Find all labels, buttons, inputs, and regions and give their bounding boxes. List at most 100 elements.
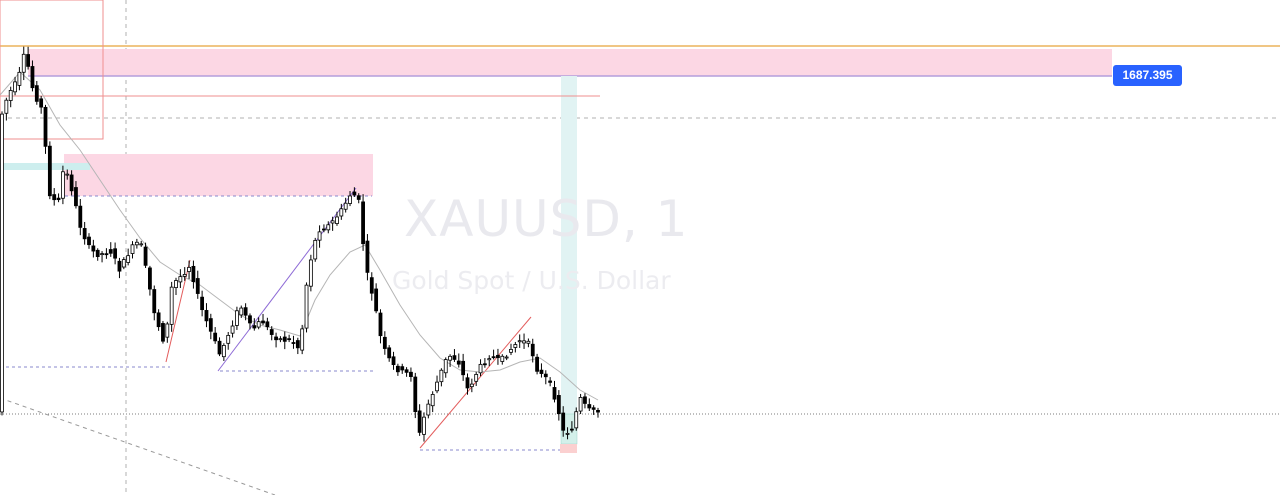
candle-body[interactable]: [269, 329, 274, 335]
candle-body[interactable]: [52, 194, 57, 201]
candle-body[interactable]: [474, 374, 479, 382]
candle-body[interactable]: [430, 394, 435, 407]
candle-body[interactable]: [491, 356, 496, 359]
candle-body[interactable]: [369, 277, 374, 294]
candle-body[interactable]: [308, 259, 313, 287]
candle-body[interactable]: [426, 403, 431, 416]
candle-body[interactable]: [569, 428, 574, 431]
candle-body[interactable]: [361, 201, 365, 245]
candle-body[interactable]: [178, 276, 183, 283]
candle-body[interactable]: [317, 231, 322, 241]
candle-body[interactable]: [352, 191, 357, 196]
candle-body[interactable]: [535, 356, 539, 372]
candle-body[interactable]: [378, 312, 383, 337]
candle-body[interactable]: [8, 90, 13, 101]
candle-body[interactable]: [69, 174, 74, 192]
candle-body[interactable]: [335, 216, 339, 224]
candle-body[interactable]: [469, 383, 474, 388]
candle-body[interactable]: [413, 376, 418, 413]
candle-body[interactable]: [387, 347, 392, 359]
candle-body[interactable]: [348, 195, 352, 204]
candle-body[interactable]: [195, 278, 200, 294]
candle-body[interactable]: [82, 228, 87, 240]
candle-body[interactable]: [509, 349, 513, 353]
candle-body[interactable]: [148, 267, 152, 290]
candle-body[interactable]: [265, 321, 270, 328]
candle-body[interactable]: [39, 98, 44, 108]
candle-body[interactable]: [0, 113, 4, 413]
candle-body[interactable]: [47, 145, 52, 197]
candle-body[interactable]: [61, 171, 65, 199]
candle-body[interactable]: [313, 240, 318, 260]
dashed-trendline[interactable]: [0, 397, 276, 495]
candlestick-series[interactable]: [0, 46, 600, 442]
candle-body[interactable]: [104, 253, 109, 256]
candle-body[interactable]: [356, 195, 361, 200]
candle-body[interactable]: [404, 369, 409, 373]
candle-body[interactable]: [400, 366, 405, 371]
candle-body[interactable]: [578, 397, 583, 412]
supply-zone-top[interactable]: [28, 49, 1112, 76]
candle-body[interactable]: [343, 202, 348, 210]
candle-body[interactable]: [43, 106, 48, 147]
candle-body[interactable]: [126, 255, 131, 263]
candle-body[interactable]: [100, 253, 104, 256]
candle-body[interactable]: [130, 244, 135, 254]
candle-body[interactable]: [417, 410, 422, 433]
candle-body[interactable]: [30, 66, 35, 89]
candle-body[interactable]: [482, 363, 487, 366]
candle-body[interactable]: [326, 224, 331, 231]
candle-body[interactable]: [221, 345, 226, 358]
candle-body[interactable]: [74, 187, 78, 207]
candle-body[interactable]: [382, 336, 387, 349]
candle-body[interactable]: [152, 289, 157, 314]
supply-zone-mid[interactable]: [64, 154, 373, 196]
candle-body[interactable]: [256, 321, 261, 328]
candle-body[interactable]: [422, 416, 426, 435]
price-badge[interactable]: 1687.395: [1113, 65, 1182, 86]
candle-body[interactable]: [439, 369, 444, 383]
candle-body[interactable]: [239, 307, 244, 316]
candle-body[interactable]: [496, 354, 500, 359]
candle-body[interactable]: [65, 173, 70, 176]
candle-body[interactable]: [526, 340, 531, 344]
candle-body[interactable]: [278, 338, 283, 341]
candle-body[interactable]: [226, 334, 231, 344]
candle-body[interactable]: [91, 245, 96, 252]
candle-body[interactable]: [365, 240, 370, 273]
candle-body[interactable]: [409, 371, 413, 377]
candle-body[interactable]: [561, 412, 566, 431]
candle-body[interactable]: [187, 266, 191, 272]
candle-body[interactable]: [208, 318, 213, 332]
candle-body[interactable]: [235, 310, 239, 326]
candle-body[interactable]: [282, 336, 287, 342]
candle-body[interactable]: [591, 407, 596, 410]
trendline-red-1[interactable]: [165, 259, 191, 363]
candle-body[interactable]: [95, 249, 100, 257]
candle-body[interactable]: [478, 363, 483, 374]
candle-body[interactable]: [456, 360, 461, 365]
candle-body[interactable]: [156, 312, 161, 328]
candle-body[interactable]: [487, 358, 492, 361]
candle-body[interactable]: [443, 359, 448, 374]
candle-body[interactable]: [330, 220, 335, 224]
candle-body[interactable]: [452, 355, 457, 360]
candle-body[interactable]: [217, 340, 222, 355]
candle-body[interactable]: [169, 286, 174, 325]
candle-body[interactable]: [108, 249, 113, 254]
candle-body[interactable]: [448, 355, 452, 361]
candle-body[interactable]: [165, 323, 170, 338]
candle-body[interactable]: [213, 332, 218, 342]
candle-body[interactable]: [322, 228, 326, 231]
candle-body[interactable]: [435, 381, 439, 392]
candle-body[interactable]: [174, 280, 178, 289]
candle-body[interactable]: [56, 197, 61, 201]
demand-zone-left[interactable]: [0, 163, 90, 170]
candle-body[interactable]: [300, 328, 305, 351]
candle-body[interactable]: [565, 432, 570, 435]
candle-body[interactable]: [230, 325, 235, 334]
candle-body[interactable]: [461, 360, 466, 376]
candle-body[interactable]: [513, 344, 518, 348]
candle-body[interactable]: [17, 71, 22, 86]
